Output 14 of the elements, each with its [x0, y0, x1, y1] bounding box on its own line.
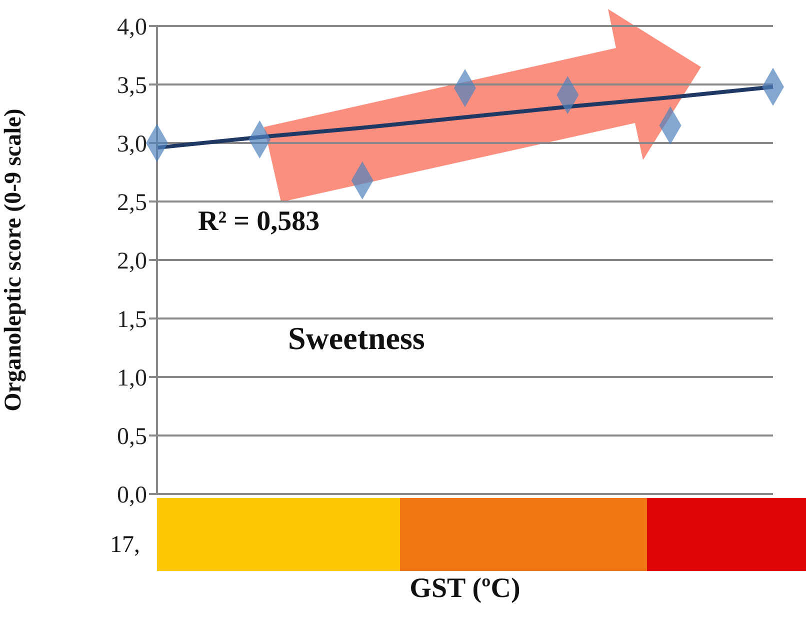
y-tick-label: 1,5 — [117, 307, 147, 334]
y-axis-title: Organoleptic score (0-9 scale) — [0, 108, 27, 412]
y-tick-label: 3,0 — [117, 132, 147, 158]
y-tick-label: 2,0 — [117, 248, 147, 275]
annotation: R² = 0,583 — [198, 206, 320, 238]
x-axis-title: GST (ºC) — [410, 573, 520, 604]
text: 17, — [110, 532, 140, 559]
y-tick-label: 0,0 — [117, 482, 147, 509]
y-tick-label: 4,0 — [117, 14, 147, 41]
annotation: Sweetness — [288, 320, 425, 357]
y-tick-label: 0,5 — [117, 424, 147, 450]
y-tick-label: 3,5 — [117, 73, 147, 100]
y-tick-label: 1,0 — [117, 366, 147, 392]
y-tick-label: 2,5 — [117, 190, 147, 216]
